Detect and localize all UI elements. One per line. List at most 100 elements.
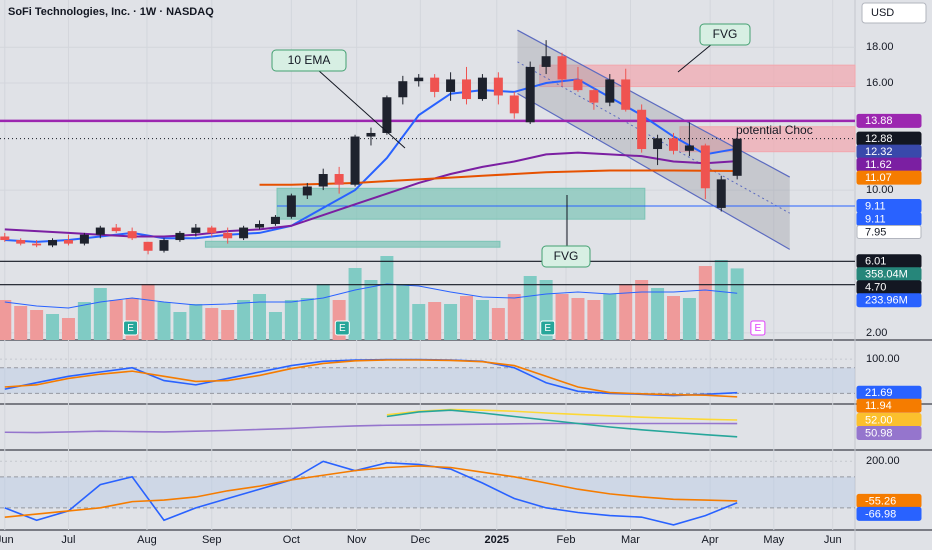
candle-body — [143, 241, 153, 251]
candle-body — [127, 231, 137, 239]
candle-body — [382, 97, 392, 133]
volume-bar — [698, 266, 712, 340]
annotation: FVG — [713, 27, 738, 41]
y-tick-label: 200.00 — [866, 455, 900, 467]
x-tick-label: Feb — [557, 534, 576, 546]
x-tick-label: Oct — [283, 534, 300, 546]
price-badge — [856, 170, 922, 185]
candle-body — [318, 174, 328, 187]
volume-bar — [475, 300, 489, 340]
earnings-label: E — [544, 323, 551, 334]
price-badge-label: -66.98 — [865, 508, 896, 520]
volume-bar — [14, 306, 28, 340]
candle-body — [700, 145, 710, 189]
volume-bar — [0, 300, 12, 340]
candle-body — [637, 109, 647, 150]
price-badge-label: 12.32 — [865, 146, 893, 158]
x-tick-label: May — [763, 534, 784, 546]
candle-body — [79, 234, 89, 244]
volume-bar — [571, 298, 585, 340]
currency-box[interactable] — [861, 2, 927, 24]
volume-bar — [173, 312, 187, 340]
indicator-band — [0, 476, 855, 508]
candle-body — [684, 145, 694, 151]
volume-bar — [460, 296, 474, 340]
annotations: 10 EMA FVG FVG potential Choc — [271, 23, 813, 268]
moving-average — [4, 78, 738, 243]
volume-bar — [221, 310, 235, 340]
price-badge-label: 7.95 — [865, 226, 886, 238]
y-tick-label: 16.00 — [866, 77, 894, 89]
volume-bar — [635, 280, 649, 340]
volume-bar — [714, 260, 728, 340]
price-badge-label: 52.00 — [865, 414, 893, 426]
price-badge-label: 4.70 — [865, 282, 886, 294]
candle-body — [48, 240, 58, 246]
volume-bar — [157, 302, 171, 340]
candle-body — [207, 227, 217, 233]
price-badge-label: 9.11 — [865, 200, 886, 212]
moving-average — [4, 151, 738, 238]
volume-bar — [412, 304, 426, 340]
channel-upper — [517, 29, 791, 178]
price-badge — [856, 506, 922, 521]
volume-bar — [93, 288, 107, 340]
volume-bar — [348, 268, 362, 340]
price-badge-label: 358.04M — [865, 269, 908, 281]
candle-body — [63, 240, 73, 244]
price-badge-label: -55.26 — [865, 495, 896, 507]
candle-body — [239, 227, 249, 239]
candle-body — [159, 240, 169, 251]
earnings-marker — [334, 320, 350, 336]
volume-bar — [555, 294, 569, 340]
candle-body — [653, 138, 663, 150]
x-tick-label: Sep — [202, 534, 222, 546]
annotation: 10 EMA — [288, 53, 331, 67]
chart-title: SoFi Technologies, Inc. · 1W · NASDAQ — [8, 6, 214, 18]
candle-body — [175, 232, 185, 241]
volume-bar — [587, 300, 601, 340]
earnings-label: E — [339, 323, 346, 334]
volume-bar — [77, 302, 91, 340]
price-badge — [856, 398, 922, 413]
volume-bar — [268, 312, 282, 340]
volume-bar — [491, 308, 505, 340]
candle-body — [191, 227, 201, 233]
price-badge — [856, 113, 922, 128]
candle-body — [557, 56, 567, 80]
volume-bar — [316, 284, 330, 340]
price-badge-label: 50.98 — [865, 427, 893, 439]
volume-bar — [61, 318, 75, 340]
indicator-line — [4, 465, 738, 518]
candle-body — [573, 79, 583, 91]
volume-bar — [444, 304, 458, 340]
volume-bar — [507, 294, 521, 340]
candle-body — [366, 132, 376, 137]
volume-bar — [682, 298, 696, 340]
candle-body — [16, 240, 26, 244]
y-tick-label: 100.00 — [866, 353, 900, 365]
x-tick-label: Jun — [0, 534, 14, 546]
candle-body — [414, 77, 424, 82]
price-badge-label: 11.62 — [865, 159, 892, 171]
candle-body — [446, 79, 456, 92]
fvg-zone — [276, 187, 646, 220]
annotation-arrow — [677, 43, 713, 73]
candle-body — [0, 236, 10, 241]
x-tick-label: Jul — [61, 534, 75, 546]
volume-bar — [300, 298, 314, 340]
x-tick-label: Nov — [347, 534, 367, 546]
candle-body — [223, 232, 233, 239]
volume-bar — [666, 296, 680, 340]
volume-bar — [603, 294, 617, 340]
volume-bar — [380, 256, 394, 340]
x-tick-label: Aug — [137, 534, 157, 546]
candle-body — [286, 195, 296, 217]
indicator-line — [4, 422, 738, 434]
candle-body — [668, 138, 678, 151]
volume-bar — [651, 288, 665, 340]
annotation-box — [699, 23, 751, 46]
volume-bar — [205, 308, 219, 340]
y-tick-label: 10.00 — [866, 184, 894, 196]
